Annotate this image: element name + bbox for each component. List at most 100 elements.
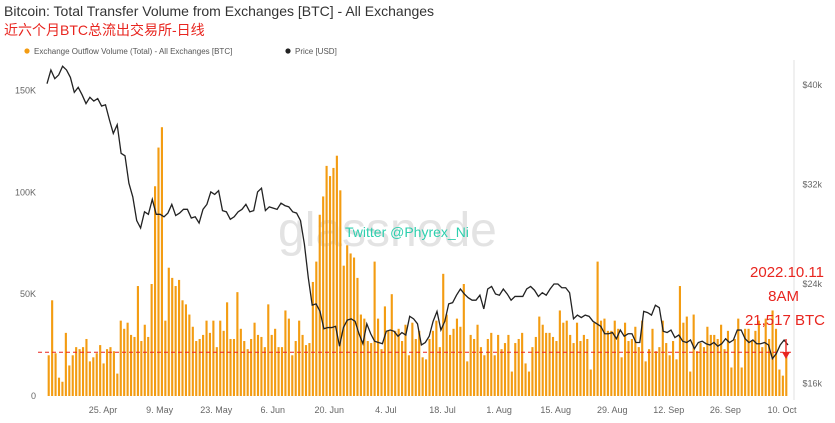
outflow-bar [524, 363, 527, 396]
outflow-bar [119, 320, 122, 396]
outflow-bar [517, 338, 520, 396]
outflow-bar [500, 349, 503, 396]
outflow-bar [253, 322, 256, 396]
outflow-bar [555, 341, 558, 396]
outflow-bar [112, 351, 115, 396]
chart-subtitle: 近六个月BTC总流出交易所-日线 [4, 22, 205, 38]
outflow-bar [579, 341, 582, 396]
outflow-bar [740, 367, 743, 396]
outflow-bar [380, 349, 383, 396]
outflow-bar [136, 286, 139, 396]
outflow-bar [479, 347, 483, 396]
outflow-bar [534, 336, 537, 396]
outflow-bar [630, 338, 633, 396]
outflow-bar [352, 257, 356, 396]
outflow-bar [521, 332, 524, 396]
outflow-bar [538, 316, 541, 396]
outflow-bar [761, 347, 764, 396]
outflow-bar [157, 147, 160, 396]
outflow-bar [709, 334, 712, 396]
outflow-bar [105, 349, 109, 396]
x-axis: 25. Apr 9. May 23. May 6. Jun 20. Jun 4. Jul 1… [89, 405, 797, 415]
outflow-bar [723, 349, 726, 396]
outflow-bar [620, 357, 623, 396]
outflow-bar [304, 345, 308, 396]
outflow-bar [713, 334, 716, 396]
watermark: glassnode [278, 204, 497, 257]
outflow-bar [726, 330, 730, 396]
outflow-bar [613, 320, 616, 396]
outflow-bar [339, 190, 342, 396]
outflow-bar [167, 267, 170, 396]
outflow-bar [147, 336, 150, 396]
outflow-bar [232, 338, 236, 396]
x-tick-label: 29. Aug [597, 405, 628, 415]
outflow-bar [68, 365, 71, 396]
outflow-bar [596, 261, 599, 396]
outflow-bar [730, 367, 733, 396]
annotation-value: 21,517 BTC [745, 312, 825, 329]
outflow-bar [603, 318, 606, 396]
outflow-bar [181, 300, 184, 396]
outflow-bar [71, 355, 74, 396]
outflow-bar [672, 341, 675, 396]
outflow-bar [665, 343, 668, 396]
outflow-bar [744, 328, 747, 396]
outflow-bar [658, 347, 661, 396]
outflow-bar [610, 330, 613, 396]
outflow-bar [301, 334, 304, 396]
outflow-bar [394, 330, 397, 396]
outflow-bar [150, 284, 153, 396]
outflow-bar [497, 334, 500, 396]
outflow-bar [164, 320, 167, 396]
x-tick-label: 6. Jun [261, 405, 286, 415]
outflow-bar [490, 332, 493, 396]
outflow-bar [222, 330, 225, 396]
outflow-bar [562, 322, 565, 396]
outflow-bar [455, 318, 459, 396]
outflow-bar [81, 347, 85, 396]
outflow-bar [462, 284, 465, 396]
outflow-bar [322, 196, 325, 396]
outflow-bar [589, 369, 592, 396]
outflow-bar [678, 286, 681, 396]
outflow-bar [623, 322, 627, 396]
outflow-bar [651, 328, 654, 396]
outflow-bar [445, 314, 448, 396]
outflow-bar [198, 338, 201, 396]
outflow-bar [325, 165, 328, 396]
outflow-bar [274, 328, 277, 396]
outflow-bar [208, 332, 212, 396]
outflow-bar [476, 324, 479, 396]
x-tick-label: 20. Jun [315, 405, 345, 415]
outflow-bar [414, 338, 417, 396]
outflow-bar [277, 347, 280, 396]
outflow-bar [599, 320, 603, 396]
outflow-bar [486, 338, 489, 396]
outflow-bar [771, 310, 774, 396]
outflow-bar [143, 324, 146, 396]
outflow-bar [747, 328, 750, 396]
outflow-bar [469, 334, 472, 396]
outflow-bar [263, 347, 266, 396]
twitter-tag: Twitter @Phyrex_Ni [345, 224, 469, 240]
outflow-bar [661, 320, 664, 396]
y-left-tick-label: 150K [15, 86, 36, 96]
outflow-bar [575, 322, 579, 396]
outflow-bar [733, 338, 736, 396]
y-right-tick-label: $24k [802, 279, 822, 289]
legend-price-marker [285, 48, 291, 54]
annotation-arrow-head [782, 352, 790, 359]
outflow-bar [133, 336, 136, 396]
outflow-bar [551, 336, 555, 396]
outflow-bar [507, 334, 510, 396]
outflow-bar [682, 322, 685, 396]
outflow-bar [702, 347, 706, 396]
outflow-bar [226, 302, 229, 396]
outflow-bar [174, 286, 177, 396]
annotation-time: 8AM [768, 288, 799, 305]
x-tick-label: 10. Oct [767, 405, 797, 415]
outflow-bar [126, 322, 129, 396]
outflow-bar [527, 371, 531, 396]
outflow-bar [452, 328, 455, 396]
